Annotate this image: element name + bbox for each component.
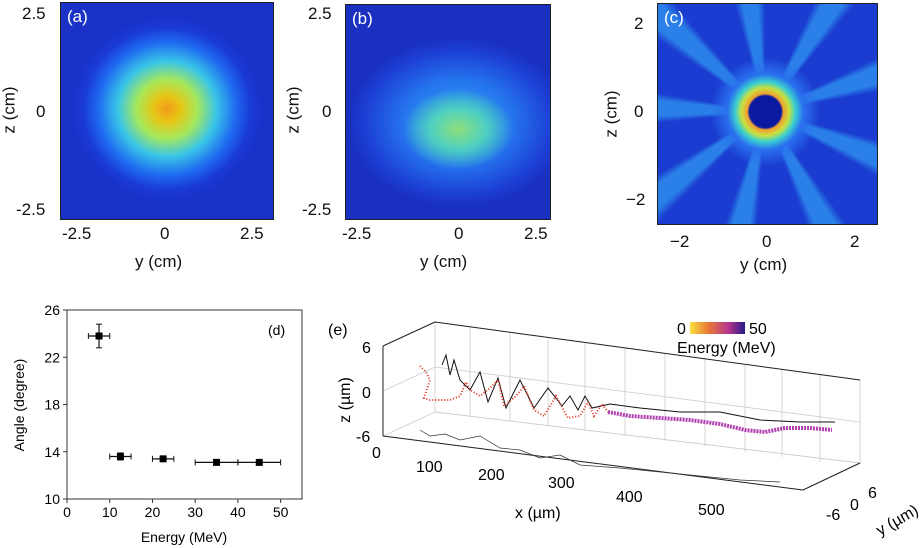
x-axis-label: Energy (MeV): [141, 529, 227, 545]
x-tick: 0: [372, 445, 381, 462]
electron-trajectory-high-energy: [607, 410, 833, 435]
x-tick: -2.5: [62, 224, 92, 243]
x-tick-label: 20: [145, 504, 161, 520]
data-point: [151, 455, 175, 463]
panel-c-image: (c): [657, 3, 878, 225]
data-point: [194, 458, 239, 466]
x-tick: 300: [548, 475, 575, 492]
x-tick: 0: [454, 224, 464, 243]
x-tick: 400: [616, 489, 643, 506]
y-axis-label: Angle (degree): [11, 359, 27, 452]
y-axis-label: z (cm): [283, 86, 303, 134]
panel-label: (a): [67, 7, 88, 26]
marker: [255, 458, 263, 466]
x-tick: 2: [850, 232, 860, 251]
y-tick-label: 22: [44, 349, 60, 365]
colorbar-min: 0: [677, 321, 686, 338]
data-point: [237, 458, 282, 466]
x-tick-label: 10: [102, 504, 118, 520]
panel-e-3d-plot: 0 50 Energy (MeV) (e) 6 0 -6 z (µm) 0 10…: [328, 321, 922, 540]
y-tick-label: 18: [44, 397, 60, 413]
x-axis-label: y (cm): [740, 255, 788, 274]
colorbar: 0 50 Energy (MeV): [677, 321, 776, 357]
colorbar-label: Energy (MeV): [677, 340, 776, 357]
y-tick-label: 10: [44, 491, 60, 507]
panel-label: (e): [328, 322, 348, 339]
y-tick: 0: [634, 102, 644, 121]
panel-b-image: (b): [345, 4, 551, 220]
y-tick: 2.5: [22, 4, 46, 23]
trajectory-projection-xz: [441, 353, 835, 423]
x-tick: 500: [698, 502, 725, 519]
y-axis-label: y (µm): [874, 502, 922, 540]
trajectory-projection-xy: [419, 429, 781, 483]
x-tick: 2.5: [240, 224, 264, 243]
x-tick: 0: [762, 232, 772, 251]
panel-label: (b): [352, 9, 373, 28]
marker: [116, 452, 124, 460]
z-tick: 6: [362, 340, 371, 357]
panel-label: (c): [664, 8, 684, 27]
y-tick: -2.5: [302, 200, 332, 219]
x-tick: -2.5: [342, 224, 372, 243]
x-axis-label: y (cm): [420, 252, 468, 271]
x-tick-label: 0: [63, 504, 71, 520]
y-tick: 0: [322, 102, 332, 121]
y-tick: 0: [36, 102, 46, 121]
z-tick: 0: [362, 385, 371, 402]
z-axis-label: z (µm): [337, 377, 354, 423]
colorbar-max: 50: [749, 321, 767, 338]
data-point: [87, 323, 111, 349]
x-tick: 0: [160, 224, 170, 243]
x-tick: 200: [478, 467, 505, 484]
panel-label: (d): [268, 322, 285, 338]
x-tick: −2: [670, 232, 690, 251]
y-tick: 2.5: [308, 4, 332, 23]
marker: [213, 458, 221, 466]
y-tick: 6: [868, 485, 877, 502]
3d-axes: [382, 321, 861, 491]
y-axis-label: z (cm): [0, 86, 19, 134]
x-axis-label: y (cm): [135, 252, 183, 271]
x-tick-label: 30: [187, 504, 203, 520]
y-tick-label: 26: [44, 302, 60, 318]
marker: [95, 332, 103, 340]
x-tick-label: 50: [273, 504, 289, 520]
y-axis-label: z (cm): [601, 90, 621, 138]
y-tick: −2: [626, 190, 646, 209]
x-tick-label: 40: [230, 504, 246, 520]
y-tick: -6: [826, 507, 840, 524]
panel-a-image: (a): [60, 2, 274, 220]
x-tick: 100: [416, 459, 443, 476]
y-tick: 0: [850, 497, 859, 514]
x-axis-label: x (µm): [515, 505, 561, 522]
x-tick: 2.5: [524, 224, 548, 243]
y-tick-label: 14: [44, 444, 60, 460]
data-point: [109, 452, 132, 461]
y-tick: 2: [634, 14, 644, 33]
y-tick: -2.5: [16, 200, 46, 219]
marker: [159, 455, 167, 463]
z-tick: -6: [356, 429, 370, 446]
